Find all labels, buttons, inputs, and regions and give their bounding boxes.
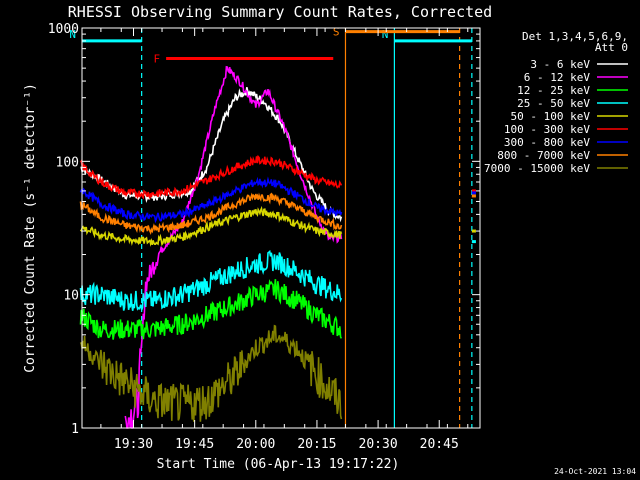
series-line xyxy=(80,87,343,223)
series-line xyxy=(79,154,343,200)
legend-label: 100 - 300 keV xyxy=(504,123,590,136)
flag-label: N xyxy=(69,28,76,41)
legend-label: 300 - 800 keV xyxy=(504,136,590,149)
series-line xyxy=(79,324,343,422)
axes: 1 10 100 1000 19:30 19:45 20:00 20:15 20:30 20:45 xyxy=(48,22,480,452)
series-line xyxy=(79,205,343,247)
legend-label: 7000 - 15000 keV xyxy=(484,162,590,175)
plot-frame xyxy=(81,27,481,429)
series-line xyxy=(79,249,343,311)
flag-label: F xyxy=(153,53,160,66)
y-tick-label: 100 xyxy=(56,155,79,170)
legend-label: 50 - 100 keV xyxy=(511,110,591,123)
y-tick-label: 1000 xyxy=(48,22,79,37)
legend-label: 25 - 50 keV xyxy=(517,97,590,110)
y-axis-title: Corrected Count Rate (s⁻¹ detector⁻¹) xyxy=(23,83,38,373)
legend-label: 6 - 12 keV xyxy=(524,71,591,84)
chart-title: RHESSI Observing Summary Count Rates, Co… xyxy=(68,3,492,21)
series-line xyxy=(79,279,343,340)
series-line xyxy=(124,65,343,429)
flag-label: S xyxy=(333,26,340,39)
x-tick-label: 19:30 xyxy=(114,437,153,452)
y-tick-label: 10 xyxy=(63,289,79,304)
x-tick-label: 19:45 xyxy=(175,437,214,452)
x-axis-title: Start Time (06-Apr-13 19:17:22) xyxy=(157,457,400,472)
legend-header-line-1: Det 1,3,4,5,6,9, xyxy=(522,30,628,43)
legend-header-line-2: Att 0 xyxy=(595,41,628,54)
plot-area: N N F S xyxy=(69,26,476,429)
x-tick-label: 20:45 xyxy=(420,437,459,452)
series-line xyxy=(79,176,343,224)
x-tick-label: 20:15 xyxy=(297,437,336,452)
x-tick-label: 20:00 xyxy=(236,437,275,452)
footer-date: 24-Oct-2021 13:04 xyxy=(554,467,636,476)
x-tick-label: 20:30 xyxy=(359,437,398,452)
legend-label: 3 - 6 keV xyxy=(530,58,590,71)
y-tick-label: 1 xyxy=(71,422,79,437)
series-line xyxy=(79,192,343,236)
legend-label: 12 - 25 keV xyxy=(517,84,590,97)
flag-label: N xyxy=(382,28,389,41)
legend-label: 800 - 7000 keV xyxy=(497,149,590,162)
